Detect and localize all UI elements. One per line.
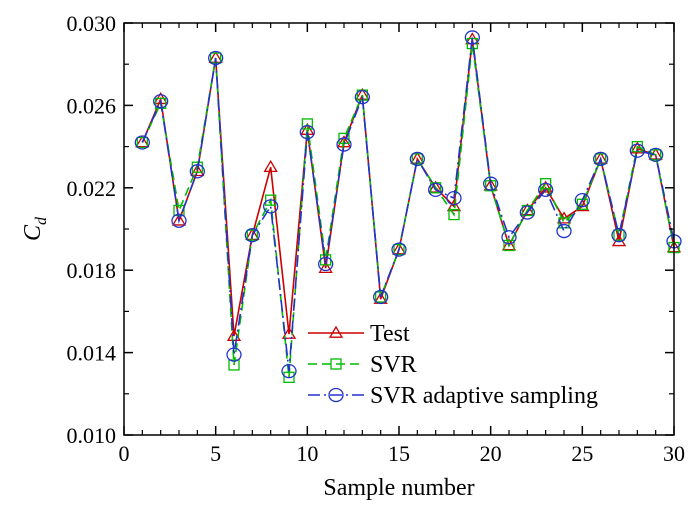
data-point [244, 228, 260, 243]
data-point [501, 230, 517, 245]
data-point [409, 151, 425, 167]
legend-label: Test [370, 321, 410, 347]
data-point [391, 242, 407, 255]
data-point [410, 151, 425, 164]
data-point [171, 213, 187, 226]
x-tick-label: 30 [663, 441, 685, 466]
data-point [189, 164, 205, 179]
legend-entry: SVR [308, 352, 417, 378]
ticks: 0 5 10 15 20 25 30 0.010 0.014 0.018 0.022 0.026 0.0… [67, 11, 686, 466]
data-point [171, 213, 187, 228]
data-point [650, 149, 662, 161]
legend-marker [328, 325, 344, 338]
x-tick-label: 5 [210, 441, 221, 466]
data-point [354, 90, 370, 105]
data-point [519, 205, 535, 220]
data-point [538, 182, 554, 198]
legend-entry: Test [308, 321, 410, 347]
data-point [318, 256, 334, 272]
legend-marker [328, 387, 344, 403]
series-line [141, 39, 675, 337]
y-axis-title: Cd [20, 216, 50, 241]
data-point [391, 242, 407, 257]
data-point [283, 371, 295, 383]
data-point [483, 176, 499, 191]
data-point [318, 260, 333, 273]
series-svr-adaptive-sampling [134, 30, 682, 379]
data-point [393, 243, 405, 256]
data-point [648, 147, 664, 162]
data-point [629, 143, 645, 158]
data-point [336, 137, 352, 152]
y-tick-label: 0.010 [67, 423, 117, 448]
data-point [226, 328, 242, 341]
y-tick-label: 0.030 [67, 11, 117, 36]
x-tick-label: 20 [480, 441, 502, 466]
data-point [593, 151, 608, 164]
data-point [503, 239, 515, 252]
data-point [428, 182, 444, 198]
data-point [153, 94, 169, 109]
data-point [263, 159, 278, 173]
x-tick-label: 10 [296, 441, 318, 466]
x-tick-label: 25 [571, 441, 593, 466]
data-point [556, 223, 572, 239]
y-tick-label: 0.018 [67, 258, 117, 283]
data-point [173, 204, 185, 217]
data-point [134, 135, 150, 150]
data-point [281, 363, 297, 379]
legend-entry: SVR adaptive sampling [308, 383, 598, 409]
y-axis-title-sub: d [33, 216, 50, 225]
data-point [411, 153, 423, 165]
data-point [448, 208, 460, 221]
data-point [428, 180, 443, 193]
series-line [141, 37, 675, 372]
data-point [136, 136, 148, 149]
data-point [299, 125, 315, 140]
y-axis-title-main: C [20, 224, 46, 241]
legend-label: SVR [370, 352, 417, 378]
data-point [595, 153, 607, 165]
legend-marker [330, 358, 342, 370]
x-axis-title: Sample number [323, 475, 474, 501]
data-point [135, 135, 150, 148]
data-point [301, 118, 313, 130]
axes: 0 5 10 15 20 25 30 0.010 0.014 0.018 0.022 0.026 0.0… [67, 11, 686, 466]
x-tick-label: 0 [119, 441, 130, 466]
y-tick-label: 0.014 [67, 341, 117, 366]
data-point [373, 289, 389, 305]
legend: Test SVR SVR adaptive sampling [308, 321, 598, 409]
series-test [135, 32, 682, 341]
series-layer [134, 30, 682, 383]
data-point [190, 164, 205, 177]
data-point [228, 359, 240, 371]
data-point [226, 347, 242, 362]
data-point [593, 151, 609, 167]
data-point [208, 50, 224, 66]
data-point [263, 199, 279, 214]
data-point [501, 238, 517, 251]
data-point [265, 194, 277, 206]
data-point [611, 228, 627, 243]
data-point [613, 229, 625, 241]
x-tick-label: 15 [388, 441, 410, 466]
data-point [375, 291, 387, 303]
data-point [446, 190, 462, 206]
data-point [574, 193, 590, 208]
data-point [446, 199, 462, 212]
y-tick-label: 0.022 [67, 176, 117, 201]
data-point [336, 135, 352, 148]
y-tick-label: 0.026 [67, 93, 117, 118]
data-point [464, 30, 480, 45]
legend-label: SVR adaptive sampling [370, 383, 598, 409]
data-point [246, 229, 258, 241]
